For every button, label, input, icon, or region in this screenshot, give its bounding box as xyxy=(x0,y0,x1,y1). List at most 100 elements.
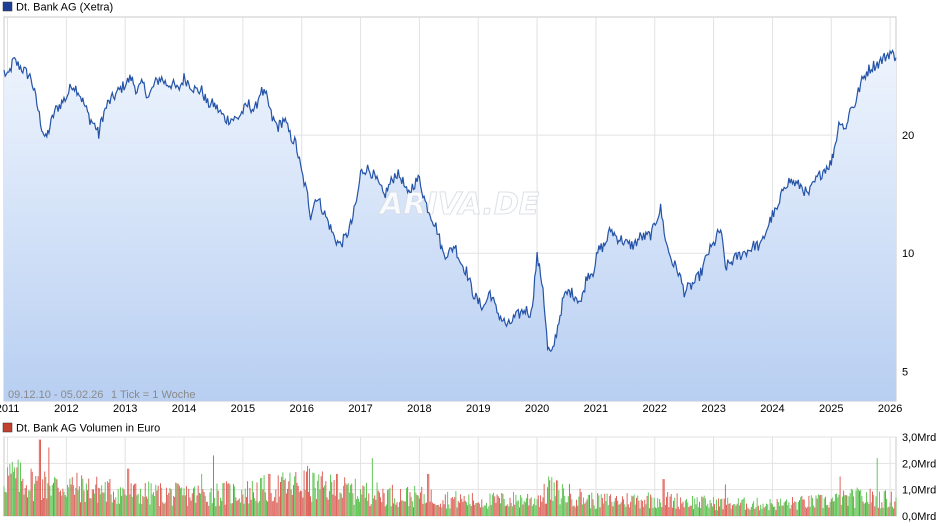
volume-bar xyxy=(243,503,245,516)
volume-bar xyxy=(264,492,266,516)
volume-bar xyxy=(471,493,473,516)
volume-bar xyxy=(645,504,647,516)
volume-bar xyxy=(522,504,524,516)
volume-bar xyxy=(547,487,549,516)
volume-bar xyxy=(423,494,425,516)
price-x-tick-label: 2023 xyxy=(701,403,725,415)
volume-bar xyxy=(22,478,24,516)
volume-bar xyxy=(382,488,384,516)
volume-bar xyxy=(169,487,171,516)
volume-bar xyxy=(831,497,833,516)
volume-bar xyxy=(390,506,392,516)
volume-bar xyxy=(230,503,232,516)
volume-bar xyxy=(587,494,589,516)
volume-bar xyxy=(537,495,539,516)
volume-bar xyxy=(568,483,570,516)
volume-bar xyxy=(360,489,362,516)
volume-bar xyxy=(225,481,227,516)
volume-bar xyxy=(797,501,799,516)
volume-bar xyxy=(120,487,121,516)
volume-bar xyxy=(155,484,157,516)
volume-bar xyxy=(296,482,298,516)
volume-bar xyxy=(574,507,576,516)
volume-bar xyxy=(51,484,53,516)
price-y-tick-labels: 5 10 20 xyxy=(902,130,914,378)
volume-bar xyxy=(867,501,869,516)
volume-bar xyxy=(699,501,700,516)
volume-bar xyxy=(884,490,886,516)
volume-bar xyxy=(276,502,278,516)
volume-bar xyxy=(812,497,813,516)
price-x-tick-label: 2016 xyxy=(289,403,313,415)
volume-bar xyxy=(689,505,691,516)
volume-bar xyxy=(49,485,51,516)
volume-bar xyxy=(546,503,547,516)
volume-bar xyxy=(864,502,866,516)
volume-bar xyxy=(815,495,817,516)
volume-bar xyxy=(313,473,315,516)
volume-bar xyxy=(30,468,32,516)
volume-bar xyxy=(78,486,80,516)
volume-bar xyxy=(334,495,336,516)
volume-bar xyxy=(866,492,868,516)
volume-bar xyxy=(650,494,652,516)
volume-bar xyxy=(845,494,847,516)
volume-bar xyxy=(659,499,661,516)
volume-bar xyxy=(700,508,702,516)
volume-bar xyxy=(717,510,719,516)
volume-bar xyxy=(438,506,440,516)
volume-bar xyxy=(325,481,327,516)
volume-bar xyxy=(297,485,299,516)
volume-bar xyxy=(623,499,625,516)
volume-bar xyxy=(265,500,267,516)
volume-bar xyxy=(213,455,214,516)
volume-bar xyxy=(753,501,755,516)
volume-bar xyxy=(631,495,633,516)
volume-bar xyxy=(808,495,810,516)
volume-bar xyxy=(750,506,752,516)
volume-bar xyxy=(271,501,273,516)
volume-bar xyxy=(29,490,31,516)
volume-bar xyxy=(762,503,764,516)
volume-bar xyxy=(393,503,394,516)
volume-bar xyxy=(696,497,698,516)
volume-bar xyxy=(234,486,236,516)
volume-bar xyxy=(165,487,167,516)
volume-bar xyxy=(828,507,830,516)
volume-bar xyxy=(552,500,554,516)
volume-bar xyxy=(242,494,244,516)
volume-bar xyxy=(680,497,682,516)
volume-bar xyxy=(787,505,789,516)
volume-bar xyxy=(746,503,747,516)
volume-bar xyxy=(235,497,237,516)
volume-bar xyxy=(403,501,405,516)
volume-bar xyxy=(402,500,404,516)
volume-bar xyxy=(261,477,263,516)
volume-bar xyxy=(180,488,181,516)
volume-bar xyxy=(160,483,161,516)
volume-bar xyxy=(580,492,582,516)
volume-bar xyxy=(813,505,815,516)
volume-bar xyxy=(129,494,131,516)
volume-bar xyxy=(138,503,140,516)
volume-bar xyxy=(312,472,314,516)
volume-bar xyxy=(417,495,419,516)
volume-bar xyxy=(215,506,217,516)
volume-bar xyxy=(351,483,353,516)
volume-bar xyxy=(549,480,551,516)
volume-bar xyxy=(273,500,274,516)
volume-bar xyxy=(856,487,858,516)
volume-bar xyxy=(433,503,434,516)
price-y-tick-label: 5 xyxy=(902,366,908,378)
volume-bar xyxy=(109,479,111,516)
volume-bar xyxy=(435,504,437,516)
volume-bar xyxy=(237,499,239,516)
volume-bar xyxy=(627,504,629,516)
volume-bar xyxy=(629,507,630,516)
volume-bar xyxy=(58,491,60,516)
volume-bar xyxy=(877,507,879,516)
volume-bar xyxy=(357,496,359,516)
volume-bar xyxy=(38,439,40,516)
volume-bar xyxy=(182,495,184,516)
volume-bar xyxy=(514,504,516,516)
